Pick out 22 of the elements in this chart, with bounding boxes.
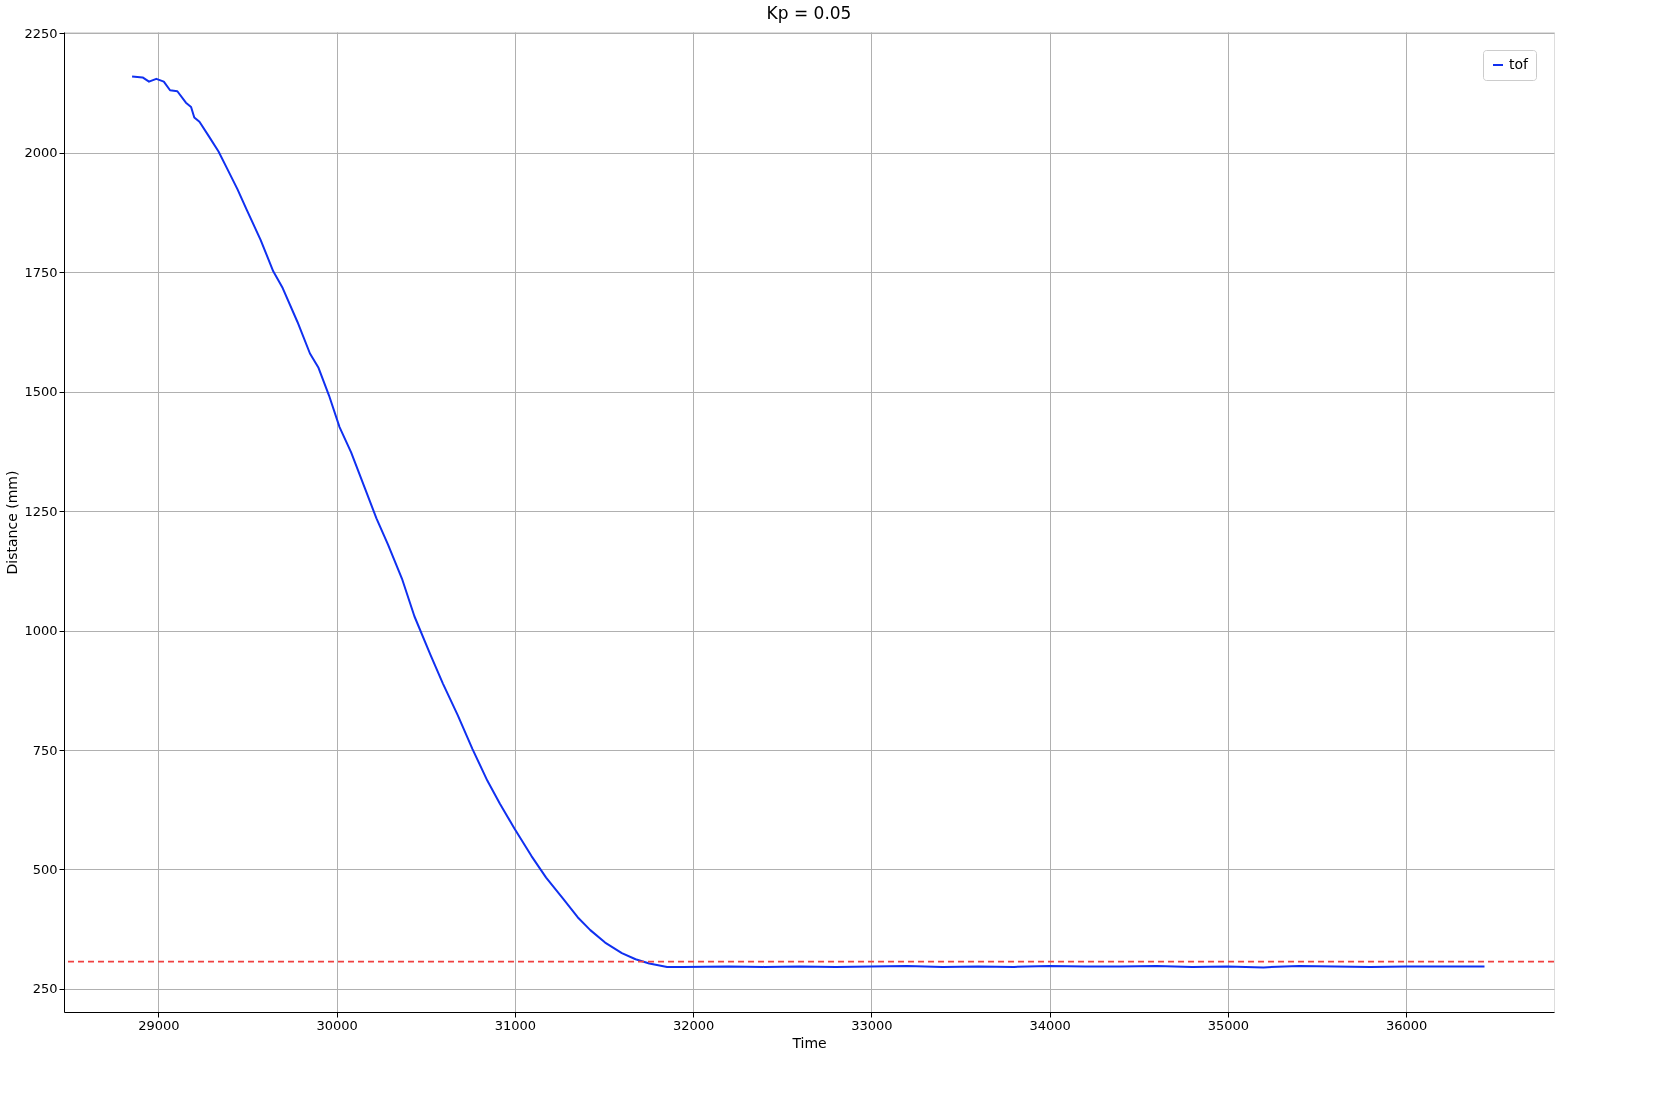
line-series	[131, 75, 1486, 969]
legend-label: tof	[1509, 56, 1530, 72]
y-tick-label: 1000	[24, 623, 58, 639]
x-axis-title: Time	[791, 1034, 827, 1051]
x-tick-label: 35000	[1207, 1017, 1250, 1033]
x-tick-label: 32000	[672, 1017, 715, 1033]
chart-title: Kp = 0.05	[766, 3, 852, 24]
y-tick-label: 1500	[24, 384, 58, 400]
x-tick-label: 33000	[851, 1017, 893, 1033]
y-tick-label: 2250	[24, 25, 58, 41]
y-tick-label: 500	[32, 861, 58, 877]
x-tick-label: 34000	[1029, 1017, 1071, 1033]
y-axis-title: Distance (mm)	[4, 470, 21, 575]
y-tick-label: 1250	[24, 503, 58, 519]
y-tick-label: 250	[32, 981, 58, 997]
x-tick-label: 30000	[316, 1017, 358, 1033]
y-tick-label: 750	[32, 742, 58, 758]
y-tick-label: 1750	[24, 264, 58, 280]
y-tick-label: 2000	[24, 145, 58, 161]
x-tick-label: 36000	[1385, 1017, 1428, 1033]
x-tick-label: 31000	[494, 1017, 537, 1033]
x-tick-label: 29000	[138, 1017, 180, 1033]
